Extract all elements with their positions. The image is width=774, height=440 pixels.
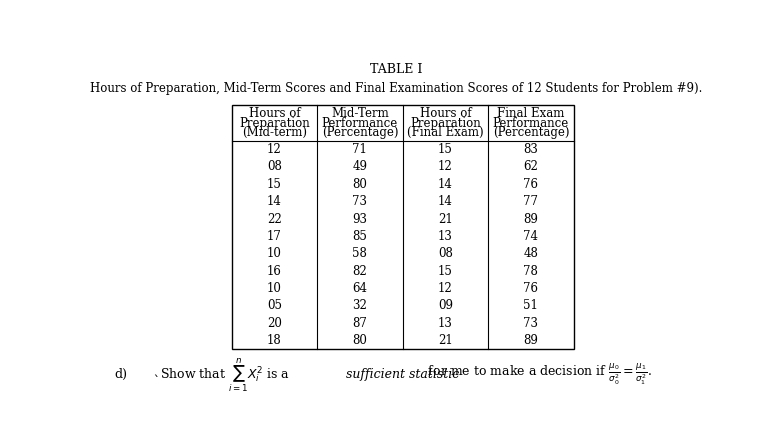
- Text: 05: 05: [267, 299, 282, 312]
- Text: $\grave{}$: $\grave{}$: [154, 368, 159, 381]
- Text: 48: 48: [523, 247, 539, 260]
- Text: (Percentage): (Percentage): [322, 126, 398, 139]
- Text: 74: 74: [523, 230, 539, 243]
- Text: 49: 49: [352, 161, 368, 173]
- Text: 14: 14: [438, 195, 453, 208]
- Text: 82: 82: [353, 264, 368, 278]
- Text: 12: 12: [267, 143, 282, 156]
- Text: Show that $\sum_{i=1}^{n} X_i^2$ is a: Show that $\sum_{i=1}^{n} X_i^2$ is a: [159, 356, 290, 393]
- Text: d): d): [115, 368, 128, 381]
- Text: Mid-Term: Mid-Term: [331, 107, 389, 120]
- Text: Performance: Performance: [493, 117, 569, 130]
- Text: 15: 15: [438, 143, 453, 156]
- Text: 64: 64: [352, 282, 368, 295]
- Text: 83: 83: [523, 143, 539, 156]
- Text: 80: 80: [352, 178, 368, 191]
- Text: 78: 78: [523, 264, 539, 278]
- Text: 21: 21: [438, 213, 453, 226]
- Text: (Percentage): (Percentage): [492, 126, 569, 139]
- Text: (Mid-term): (Mid-term): [242, 126, 307, 139]
- Text: 15: 15: [438, 264, 453, 278]
- Text: 73: 73: [352, 195, 368, 208]
- Text: 87: 87: [352, 317, 368, 330]
- Text: 17: 17: [267, 230, 282, 243]
- Text: for me to make a decision if $\frac{\mu_0}{\sigma_0^2} = \frac{\mu_1}{\sigma_1^2: for me to make a decision if $\frac{\mu_…: [423, 362, 652, 387]
- Text: 18: 18: [267, 334, 282, 347]
- Text: 15: 15: [267, 178, 282, 191]
- Text: 21: 21: [438, 334, 453, 347]
- Text: 22: 22: [267, 213, 282, 226]
- Text: 73: 73: [523, 317, 539, 330]
- Text: Preparation: Preparation: [410, 117, 481, 130]
- Text: 89: 89: [523, 334, 539, 347]
- Text: 14: 14: [267, 195, 282, 208]
- Text: Preparation: Preparation: [239, 117, 310, 130]
- Text: 76: 76: [523, 282, 539, 295]
- Text: 20: 20: [267, 317, 282, 330]
- Text: sufficient statistic: sufficient statistic: [346, 368, 459, 381]
- Text: 89: 89: [523, 213, 539, 226]
- Text: Hours of: Hours of: [420, 107, 471, 120]
- Text: 16: 16: [267, 264, 282, 278]
- Text: Performance: Performance: [322, 117, 398, 130]
- Text: 12: 12: [438, 161, 453, 173]
- Text: 08: 08: [267, 161, 282, 173]
- Text: Hours of: Hours of: [248, 107, 300, 120]
- Text: 85: 85: [352, 230, 368, 243]
- Text: 80: 80: [352, 334, 368, 347]
- Text: Hours of Preparation, Mid-Term Scores and Final Examination Scores of 12 Student: Hours of Preparation, Mid-Term Scores an…: [91, 81, 703, 95]
- Text: 10: 10: [267, 247, 282, 260]
- Text: Final Exam: Final Exam: [497, 107, 564, 120]
- Text: 12: 12: [438, 282, 453, 295]
- Text: 13: 13: [438, 230, 453, 243]
- Text: TABLE I: TABLE I: [371, 63, 423, 76]
- Text: 93: 93: [352, 213, 368, 226]
- Text: (Final Exam): (Final Exam): [407, 126, 484, 139]
- Text: 08: 08: [438, 247, 453, 260]
- Text: 51: 51: [523, 299, 539, 312]
- Text: 10: 10: [267, 282, 282, 295]
- Text: 58: 58: [352, 247, 368, 260]
- Text: 76: 76: [523, 178, 539, 191]
- Text: 77: 77: [523, 195, 539, 208]
- Text: 71: 71: [352, 143, 368, 156]
- Text: 09: 09: [438, 299, 453, 312]
- Text: 14: 14: [438, 178, 453, 191]
- Text: 13: 13: [438, 317, 453, 330]
- Text: 62: 62: [523, 161, 539, 173]
- Text: 32: 32: [352, 299, 368, 312]
